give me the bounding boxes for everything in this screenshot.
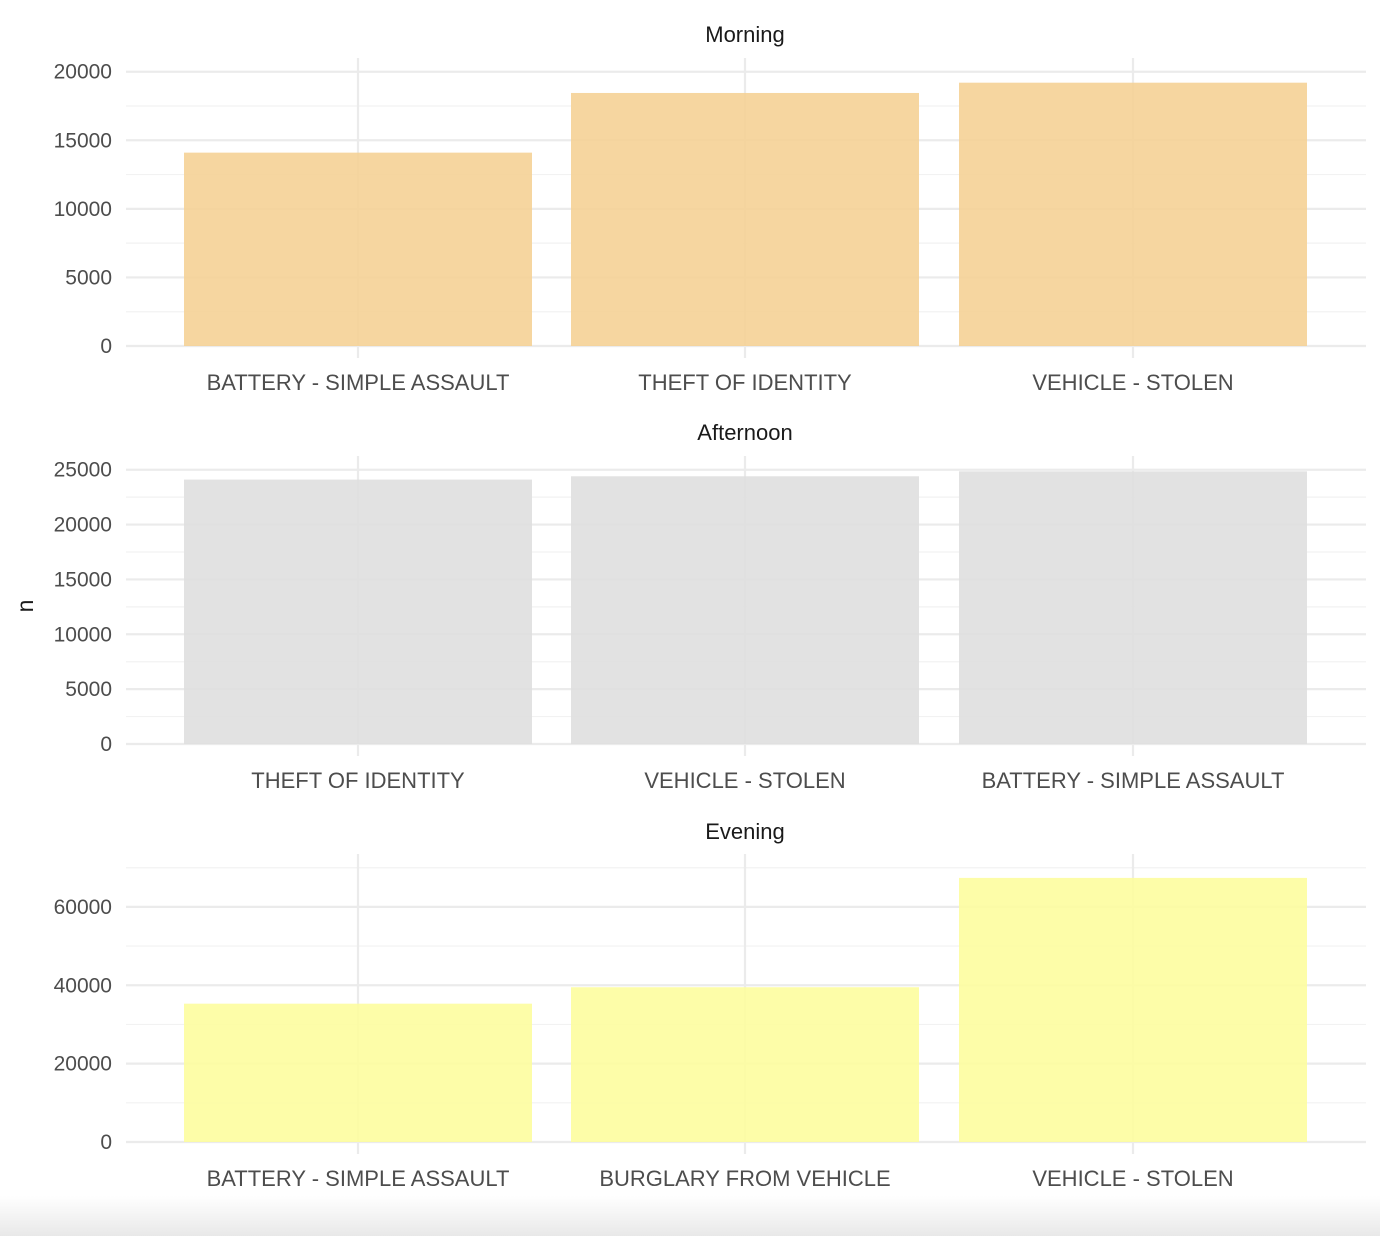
y-tick-label: 5000: [65, 678, 112, 701]
facet-panel-morning: Morning 0 5000 10000 15000 20000 BATTERY - SIM…: [54, 22, 1366, 395]
facet-panel-evening: Evening 0 20000 40000 60000 BATTERY - SIMPLE …: [54, 819, 1366, 1191]
bar: [571, 987, 919, 1142]
x-tick-label: BATTERY - SIMPLE ASSAULT: [207, 370, 510, 395]
bar: [959, 82, 1307, 346]
x-tick-label: VEHICLE - STOLEN: [1032, 370, 1233, 395]
bar: [571, 476, 919, 744]
y-tick-label: 0: [100, 1131, 112, 1154]
x-tick-label: VEHICLE - STOLEN: [644, 768, 845, 793]
facet-panel-afternoon: Afternoon 0 5000 10000 15000 20000 25000 THEFT …: [54, 420, 1366, 793]
y-tick-label: 15000: [54, 129, 112, 152]
y-tick-label: 5000: [65, 266, 112, 289]
y-tick-label: 0: [100, 335, 112, 358]
y-axis-title: n: [12, 600, 38, 613]
facet-title: Afternoon: [697, 420, 792, 445]
y-tick-label: 25000: [54, 459, 112, 482]
y-tick-label: 20000: [54, 1053, 112, 1076]
x-tick-label: BURGLARY FROM VEHICLE: [599, 1166, 890, 1191]
x-tick-label: THEFT OF IDENTITY: [638, 370, 852, 395]
bar: [571, 92, 919, 346]
facet-title: Evening: [705, 819, 785, 844]
y-tick-label: 20000: [54, 514, 112, 537]
y-tick-label: 10000: [54, 623, 112, 646]
bar: [184, 1003, 532, 1142]
x-tick-label: VEHICLE - STOLEN: [1032, 1166, 1233, 1191]
y-tick-label: 20000: [54, 61, 112, 84]
bar: [184, 479, 532, 744]
x-tick-label: BATTERY - SIMPLE ASSAULT: [982, 768, 1285, 793]
x-tick-label: THEFT OF IDENTITY: [251, 768, 465, 793]
y-tick-label: 60000: [54, 896, 112, 919]
bar: [184, 152, 532, 346]
y-tick-label: 40000: [54, 974, 112, 997]
y-tick-label: 15000: [54, 568, 112, 591]
bar: [959, 877, 1307, 1142]
bar: [959, 471, 1307, 744]
x-tick-label: BATTERY - SIMPLE ASSAULT: [207, 1166, 510, 1191]
facet-title: Morning: [705, 22, 784, 47]
y-tick-label: 0: [100, 733, 112, 756]
y-tick-label: 10000: [54, 198, 112, 221]
